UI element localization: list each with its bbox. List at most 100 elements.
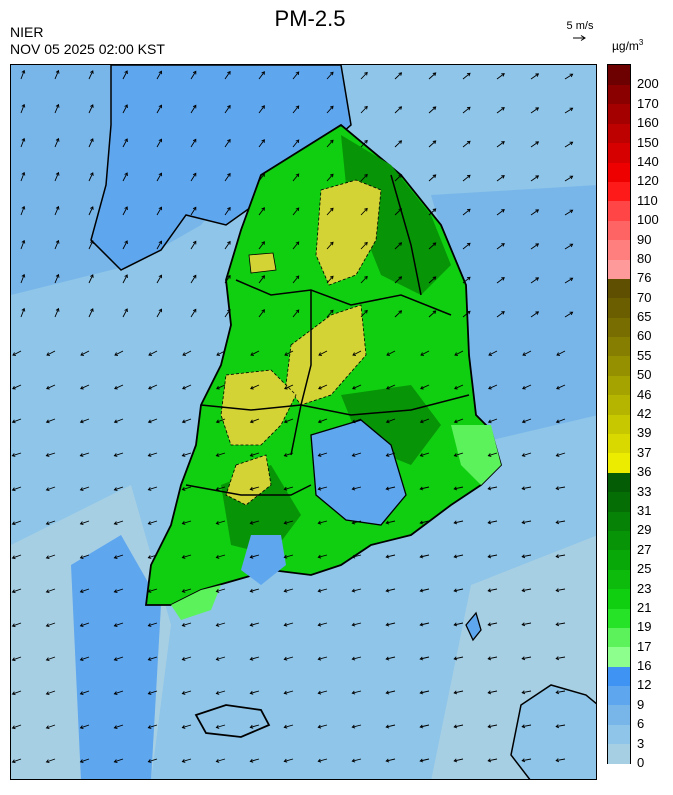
- wind-arrowhead-icon: [11, 725, 16, 730]
- wind-arrowhead-icon: [90, 138, 94, 142]
- wind-arrow-icon: [454, 656, 464, 660]
- wind-arrow-icon: [190, 71, 197, 80]
- wind-arrow-icon: [190, 275, 197, 284]
- wind-arrow-icon: [54, 172, 59, 182]
- wind-arrow-icon: [284, 622, 294, 626]
- wind-arrowhead-icon: [12, 352, 17, 356]
- wind-arrowhead-icon: [317, 588, 322, 593]
- wind-arrowhead-icon: [487, 419, 492, 424]
- wind-arrow-icon: [420, 520, 430, 524]
- wind-arrow-icon: [488, 758, 498, 762]
- wind-arrowhead-icon: [124, 274, 128, 279]
- wind-arrow-icon: [216, 758, 226, 762]
- wind-arrow-icon: [224, 309, 231, 318]
- wind-arrow-icon: [386, 418, 396, 423]
- colorbar-label: 70: [637, 289, 652, 305]
- wind-arrow-icon: [88, 172, 94, 182]
- wind-arrow-icon: [352, 418, 362, 423]
- wind-arrow-icon: [530, 73, 539, 80]
- wind-arrowhead-icon: [419, 453, 424, 457]
- wind-arrow-icon: [190, 105, 197, 114]
- wind-arrow-icon: [216, 656, 226, 660]
- wind-arrowhead-icon: [351, 520, 356, 525]
- wind-arrow-icon: [88, 240, 94, 250]
- wind-arrow-icon: [216, 690, 226, 694]
- wind-arrowhead-icon: [317, 724, 322, 729]
- wind-arrow-icon: [224, 207, 231, 216]
- wind-arrow-icon: [360, 310, 368, 318]
- wind-arrowhead-icon: [181, 623, 186, 627]
- wind-arrowhead-icon: [46, 352, 51, 356]
- wind-arrowhead-icon: [158, 70, 163, 75]
- wind-arrowhead-icon: [453, 419, 458, 424]
- wind-arrow-icon: [148, 588, 158, 593]
- wind-arrowhead-icon: [385, 453, 390, 457]
- wind-arrow-icon: [488, 690, 498, 694]
- colorbar-swatch: [608, 239, 630, 260]
- wind-arrow-icon: [352, 384, 362, 390]
- wind-arrowhead-icon: [147, 589, 152, 593]
- wind-arrow-icon: [216, 588, 226, 592]
- wind-arrow-icon: [352, 724, 362, 728]
- colorbar-label: 3: [637, 735, 645, 751]
- wind-arrowhead-icon: [385, 520, 390, 525]
- wind-arrowhead-icon: [398, 106, 403, 110]
- colorbar-label: 9: [637, 696, 645, 712]
- wind-arrow-icon: [326, 309, 334, 318]
- wind-arrow-icon: [318, 486, 328, 490]
- colorbar-label: 39: [637, 425, 652, 441]
- wind-arrowhead-icon: [295, 309, 300, 314]
- colorbar-label: 60: [637, 328, 652, 344]
- wind-arrow-icon: [284, 486, 294, 490]
- wind-arrowhead-icon: [12, 385, 16, 390]
- wind-arrow-icon: [386, 724, 396, 728]
- wind-arrow-icon: [20, 70, 25, 80]
- wind-arrow-icon: [148, 656, 158, 661]
- wind-arrowhead-icon: [317, 656, 322, 661]
- colorbar-label: 17: [637, 638, 652, 654]
- wind-arrow-icon: [114, 520, 124, 525]
- wind-arrowhead-icon: [351, 758, 356, 763]
- wind-arrow-icon: [148, 520, 158, 525]
- wind-arrow-icon: [114, 384, 124, 390]
- wind-arrow-icon: [258, 173, 265, 182]
- wind-arrowhead-icon: [215, 589, 220, 593]
- northern-landmass: [90, 65, 352, 271]
- wind-arrow-icon: [326, 207, 334, 216]
- wind-arrow-icon: [216, 350, 226, 356]
- wind-arrowhead-icon: [147, 521, 152, 525]
- wind-reference-arrow-icon: [573, 35, 586, 41]
- wind-arrowhead-icon: [419, 622, 424, 627]
- wind-arrowhead-icon: [398, 140, 403, 144]
- wind-arrowhead-icon: [147, 657, 152, 661]
- wind-arrowhead-icon: [569, 175, 574, 180]
- wind-arrowhead-icon: [55, 137, 60, 142]
- wind-arrowhead-icon: [90, 70, 94, 74]
- wind-arrowhead-icon: [454, 385, 458, 390]
- wind-arrow-icon: [88, 70, 94, 80]
- wind-arrowhead-icon: [261, 105, 265, 109]
- wind-arrow-icon: [496, 73, 505, 80]
- wind-arrow-icon: [258, 139, 265, 148]
- wind-arrow-icon: [352, 486, 362, 490]
- wind-arrowhead-icon: [419, 758, 424, 763]
- wind-arrowhead-icon: [329, 139, 334, 144]
- wind-arrowhead-icon: [352, 352, 357, 356]
- wind-arrowhead-icon: [147, 487, 152, 491]
- wind-arrow-icon: [250, 350, 260, 356]
- wind-arrowhead-icon: [11, 759, 16, 764]
- wind-arrow-icon: [420, 588, 430, 592]
- wind-arrow-icon: [556, 724, 566, 728]
- wind-arrowhead-icon: [284, 352, 289, 356]
- wind-arrowhead-icon: [124, 70, 128, 75]
- wind-arrow-icon: [454, 418, 464, 423]
- wind-arrow-icon: [12, 588, 22, 593]
- wind-arrowhead-icon: [466, 140, 471, 145]
- wind-arrow-icon: [20, 274, 25, 284]
- wind-arrowhead-icon: [556, 352, 561, 356]
- wind-arrow-icon: [258, 275, 265, 284]
- wind-arrow-icon: [454, 758, 464, 762]
- wind-arrow-icon: [522, 758, 532, 762]
- wind-arrowhead-icon: [215, 759, 220, 763]
- wind-arrow-icon: [250, 724, 260, 728]
